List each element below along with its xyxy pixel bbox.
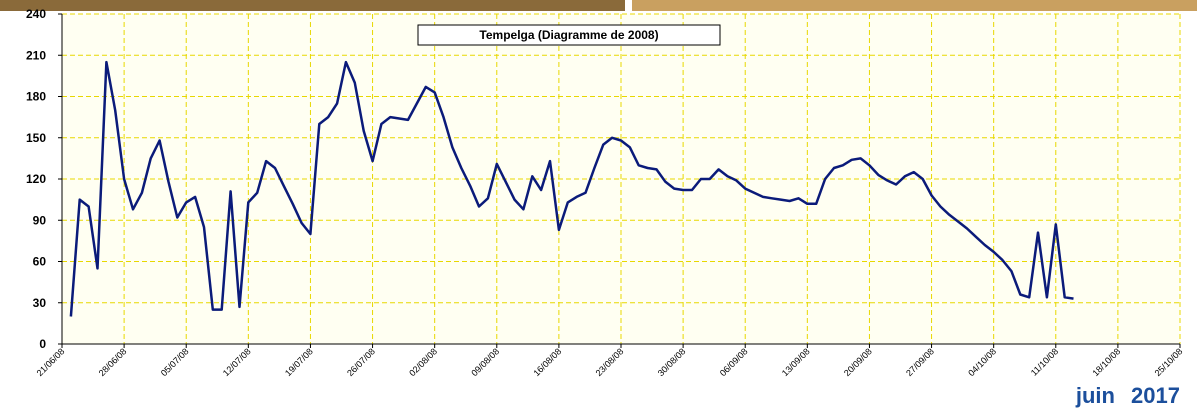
x-tick-label: 20/09/08 <box>842 346 874 378</box>
banner-right <box>632 0 1197 11</box>
page: {"chart_data": {"type": "line", "title":… <box>0 0 1197 416</box>
y-tick-label: 60 <box>33 255 47 269</box>
x-tick-label: 23/08/08 <box>594 346 626 378</box>
x-tick-label: 13/09/08 <box>780 346 812 378</box>
x-tick-label: 28/06/08 <box>97 346 129 378</box>
x-tick-label: 11/10/08 <box>1029 346 1060 377</box>
x-tick-label: 09/08/08 <box>469 346 501 378</box>
x-tick-label: 21/06/08 <box>35 346 67 378</box>
y-tick-label: 240 <box>26 7 46 21</box>
y-tick-label: 210 <box>26 48 46 62</box>
x-tick-label: 02/08/08 <box>407 346 439 378</box>
y-tick-label: 90 <box>33 213 47 227</box>
y-tick-label: 30 <box>33 296 47 310</box>
x-tick-label: 26/07/08 <box>345 346 377 378</box>
chart-title: Tempelga (Diagramme de 2008) <box>479 28 658 42</box>
x-tick-label: 16/08/08 <box>531 346 563 378</box>
y-tick-label: 180 <box>26 90 46 104</box>
y-tick-label: 120 <box>26 172 46 186</box>
x-tick-label: 12/07/08 <box>221 346 253 378</box>
y-tick-label: 150 <box>26 131 46 145</box>
y-tick-label: 0 <box>39 337 46 351</box>
x-tick-label: 25/10/08 <box>1153 346 1185 378</box>
x-tick-label: 05/07/08 <box>159 346 191 378</box>
x-tick-label: 18/10/08 <box>1090 346 1122 378</box>
x-tick-label: 06/09/08 <box>718 346 750 378</box>
x-tick-label: 19/07/08 <box>283 346 315 378</box>
x-tick-label: 30/08/08 <box>656 346 688 378</box>
chart: Tempelga (Diagramme de 2008) juin 2017 0… <box>0 0 1197 411</box>
x-tick-label: 27/09/08 <box>904 346 936 378</box>
footer-date: juin 2017 <box>1075 383 1180 408</box>
banner-left <box>0 0 625 11</box>
x-tick-label: 04/10/08 <box>966 346 998 378</box>
